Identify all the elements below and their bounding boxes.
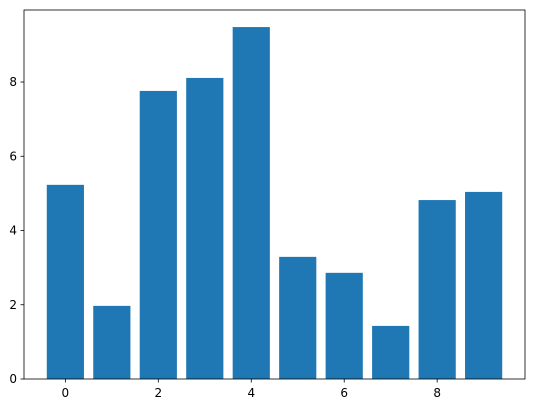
bar xyxy=(279,256,317,379)
x-tick-label: 0 xyxy=(62,386,70,400)
bar xyxy=(232,27,270,380)
x-tick-label: 2 xyxy=(154,386,162,400)
bar xyxy=(372,325,410,379)
bar xyxy=(46,184,84,379)
y-tick-label: 8 xyxy=(9,75,17,89)
y-tick-label: 4 xyxy=(9,224,17,238)
bar xyxy=(186,77,224,380)
bar xyxy=(139,90,177,380)
x-tick-label: 4 xyxy=(247,386,255,400)
bar xyxy=(465,191,503,379)
bar xyxy=(93,305,131,379)
x-tick-label: 6 xyxy=(340,386,348,400)
y-tick-label: 0 xyxy=(9,372,17,386)
axes-frame xyxy=(23,9,526,380)
bar xyxy=(325,272,363,379)
y-tick-label: 6 xyxy=(9,149,17,163)
x-tick-label: 8 xyxy=(433,386,441,400)
bar xyxy=(418,200,456,379)
y-tick-label: 2 xyxy=(9,298,17,312)
